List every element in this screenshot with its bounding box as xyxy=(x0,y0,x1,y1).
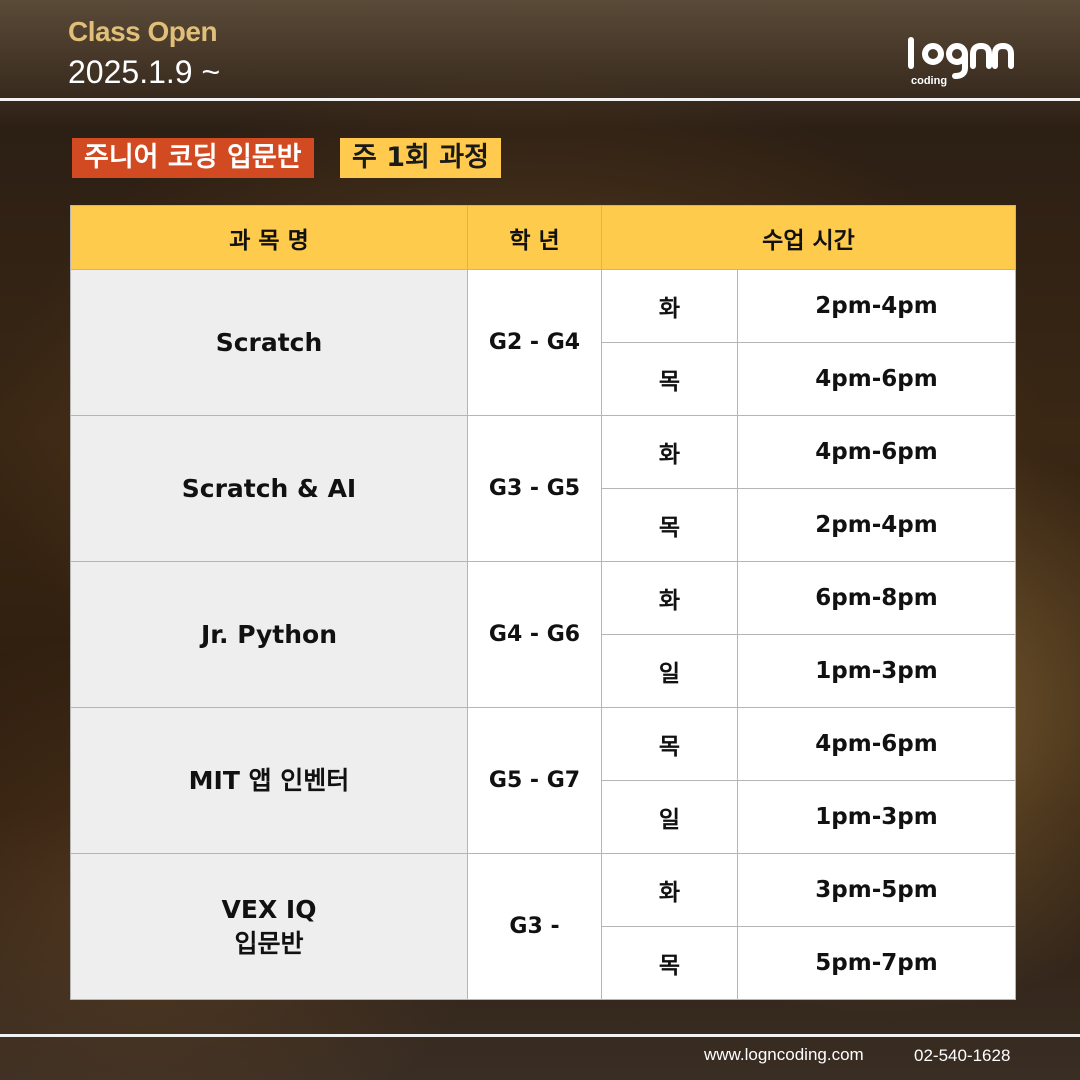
bottom-divider xyxy=(0,1034,1080,1037)
time-cell: 5pm-7pm xyxy=(737,926,1016,1000)
header-title: Class Open xyxy=(68,16,218,47)
header-grade: 학 년 xyxy=(467,205,602,270)
grade-cell: G2 - G4 xyxy=(467,269,602,416)
day-cell: 화 xyxy=(601,269,738,343)
day-cell: 목 xyxy=(601,926,738,1000)
table-row: Jr. Python G4 - G6 화 6pm-8pm xyxy=(70,561,1016,708)
phone-number: 02-540-1628 xyxy=(914,1046,1011,1065)
table-row: 목 4pm-6pm xyxy=(71,342,1016,416)
time-cell: 1pm-3pm xyxy=(737,634,1016,708)
day-cell: 화 xyxy=(601,415,738,489)
day-cell: 목 xyxy=(601,488,738,562)
header-date: 2025.1.9 ~ xyxy=(68,54,221,90)
day-cell: 목 xyxy=(601,707,738,781)
time-cell: 2pm-4pm xyxy=(737,269,1016,343)
day-cell: 일 xyxy=(601,780,738,854)
table-row: Scratch & AI G3 - G5 화 4pm-6pm xyxy=(70,415,1016,562)
subject-line: 입문반 xyxy=(234,928,304,958)
top-divider xyxy=(0,98,1080,101)
subject-cell: Scratch & AI xyxy=(70,415,468,562)
grade-cell: G4 - G6 xyxy=(467,561,602,708)
table-row: 일 1pm-3pm xyxy=(71,634,1016,708)
table-row: 목 2pm-4pm xyxy=(71,488,1016,562)
grade-cell: G3 - G5 xyxy=(467,415,602,562)
frequency-tag: 주 1회 과정 xyxy=(340,138,501,178)
grade-cell: G5 - G7 xyxy=(467,707,602,854)
table-header-row: 과 목 명 학 년 수업 시간 xyxy=(70,205,1016,270)
website-link[interactable]: www.logncoding.com xyxy=(704,1045,864,1064)
subject-cell: VEX IQ 입문반 xyxy=(70,853,468,1000)
time-cell: 1pm-3pm xyxy=(737,780,1016,854)
header-class-time: 수업 시간 xyxy=(601,205,1016,270)
logn-coding-logo: coding xyxy=(908,37,1014,87)
time-cell: 4pm-6pm xyxy=(737,342,1016,416)
time-cell: 6pm-8pm xyxy=(737,561,1016,635)
table-row: 일 1pm-3pm xyxy=(71,780,1016,854)
time-cell: 2pm-4pm xyxy=(737,488,1016,562)
time-cell: 4pm-6pm xyxy=(737,415,1016,489)
time-cell: 4pm-6pm xyxy=(737,707,1016,781)
day-cell: 화 xyxy=(601,853,738,927)
header-subject: 과 목 명 xyxy=(70,205,468,270)
table-row: MIT 앱 인벤터 G5 - G7 목 4pm-6pm xyxy=(70,707,1016,854)
time-cell: 3pm-5pm xyxy=(737,853,1016,927)
course-tag: 주니어 코딩 입문반 xyxy=(72,138,314,178)
table-row: 목 5pm-7pm xyxy=(71,926,1016,1000)
day-cell: 일 xyxy=(601,634,738,708)
subject-line: VEX IQ xyxy=(221,894,317,924)
schedule-table: 과 목 명 학 년 수업 시간 Scratch G2 - G4 화 2pm-4p… xyxy=(70,205,1016,1000)
subject-cell: Scratch xyxy=(70,269,468,416)
logo-subtext: coding xyxy=(911,75,947,87)
day-cell: 목 xyxy=(601,342,738,416)
day-cell: 화 xyxy=(601,561,738,635)
table-row: Scratch G2 - G4 화 2pm-4pm xyxy=(70,269,1016,416)
subject-cell: MIT 앱 인벤터 xyxy=(70,707,468,854)
table-row: VEX IQ 입문반 G3 - 화 3pm-5pm xyxy=(70,853,1016,1000)
grade-cell: G3 - xyxy=(467,853,602,1000)
subject-cell: Jr. Python xyxy=(70,561,468,708)
